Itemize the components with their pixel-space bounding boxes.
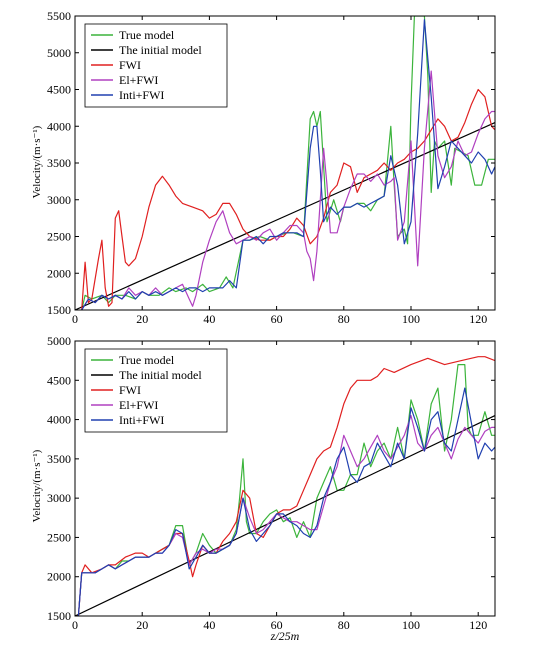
x-tick-label: 120	[469, 312, 487, 326]
y-tick-label: 2000	[47, 570, 71, 584]
y-tick-label: 3000	[47, 491, 71, 505]
legend-label: Inti+FWI	[119, 88, 164, 102]
x-tick-label: 60	[271, 618, 283, 632]
series-line-inti-fwi	[77, 387, 495, 616]
x-tick-label: 0	[72, 312, 78, 326]
plot-frame	[74, 340, 496, 617]
y-tick-label: 3500	[47, 452, 71, 466]
x-tick-label: 80	[338, 312, 350, 326]
series-line-inti-fwi	[81, 19, 495, 310]
x-tick-label: 120	[469, 618, 487, 632]
legend-label: The initial model	[119, 368, 202, 382]
y-axis-title-bottom: Velocity/(m·s⁻¹)	[31, 449, 43, 522]
y-tick-label: 4000	[47, 413, 71, 427]
y-tick-label: 4500	[47, 83, 71, 97]
y-tick-label: 5000	[47, 46, 71, 60]
y-tick-label: 2000	[47, 266, 71, 280]
y-tick-label: 5500	[47, 9, 71, 23]
x-tick-label: 40	[203, 312, 215, 326]
y-tick-label: 4000	[47, 119, 71, 133]
series-group	[75, 16, 495, 310]
y-tick-label: 3500	[47, 156, 71, 170]
y-axis-title-top: Velocity/(m·s⁻¹)	[31, 125, 43, 198]
x-tick-label: 100	[402, 312, 420, 326]
chart-panel-bottom: 0 20 40 60 80 100 120 1500 2000 2500 3000 3500 4000 4…	[47, 334, 496, 632]
y-tick-label: 3000	[47, 193, 71, 207]
y-tick-label: 2500	[47, 230, 71, 244]
y-tick-label: 1500	[47, 303, 71, 317]
x-tick-label: 20	[136, 312, 148, 326]
x-tick-label: 60	[271, 312, 283, 326]
x-tick-label: 0	[72, 618, 78, 632]
x-tick-label: 20	[136, 618, 148, 632]
legend-label: El+FWI	[119, 73, 158, 87]
x-tick-label: 40	[203, 618, 215, 632]
y-tick-label: 2500	[47, 530, 71, 544]
y-tick-label: 1500	[47, 609, 71, 623]
legend-label: True model	[119, 353, 175, 367]
legend-label: FWI	[119, 58, 141, 72]
x-tick-label: 100	[402, 618, 420, 632]
legend-label: The initial model	[119, 43, 202, 57]
x-tick-label: 80	[338, 618, 350, 632]
series-line-fwi	[81, 88, 495, 310]
y-tick-label: 5000	[47, 334, 71, 348]
legend-label: True model	[119, 28, 175, 42]
legend-label: FWI	[119, 383, 141, 397]
chart-panel-top: 0 20 40 60 80 100 120 1500 2000 2500 3000 3500 4000 4…	[47, 9, 496, 326]
series-line-true-model	[81, 16, 495, 310]
series-group	[75, 356, 495, 616]
x-axis-title: z/25m	[270, 629, 300, 643]
legend-label: El+FWI	[119, 398, 158, 412]
legend-label: Inti+FWI	[119, 413, 164, 427]
y-tick-label: 4500	[47, 373, 71, 387]
series-line-the-initial-model	[75, 122, 495, 310]
